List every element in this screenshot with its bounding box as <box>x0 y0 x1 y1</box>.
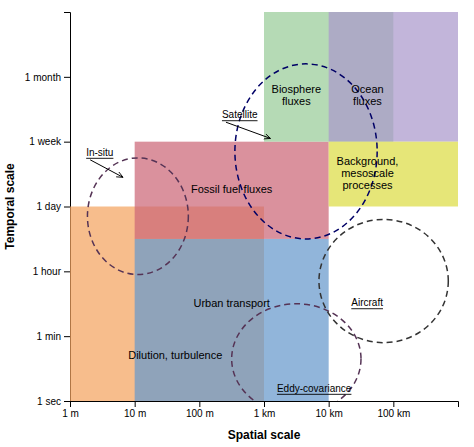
tick: 1 min <box>37 331 70 342</box>
method-ellipse <box>87 158 188 275</box>
x-axis: 1 m 10 m 100 m 1 km 10 km 100 km <box>62 401 458 419</box>
tick: 1 week <box>29 136 70 147</box>
label-arrow <box>226 122 271 138</box>
x-axis-title: Spatial scale <box>228 428 301 442</box>
tick-label: 1 sec <box>37 396 61 407</box>
method-label: Eddy-covariance <box>277 383 352 394</box>
method-label: Aircraft <box>351 297 383 308</box>
tick-mark <box>64 336 70 337</box>
tick-label: 1 m <box>62 408 79 419</box>
region <box>329 142 458 207</box>
tick-label: 1 km <box>254 408 276 419</box>
tick: 1 km <box>254 401 276 419</box>
y-axis: 1 sec 1 min 1 hour 1 day 1 week 1 month <box>25 13 71 407</box>
tick-label: 1 hour <box>33 266 62 277</box>
tick: 100 km <box>377 401 410 419</box>
tick-mark <box>393 401 394 407</box>
tick-mark <box>199 401 200 407</box>
tick-mark <box>64 77 70 78</box>
tick: 1 day <box>37 201 70 212</box>
tick-mark <box>64 142 70 143</box>
marks <box>70 12 458 401</box>
tick-label: 1 month <box>25 72 61 83</box>
tick: 10 m <box>124 401 146 419</box>
tick-mark <box>64 207 70 208</box>
tick-label: 1 day <box>37 201 61 212</box>
region-label-line: fluxes <box>282 95 311 107</box>
tick-label: 100 m <box>186 408 214 419</box>
method-ellipse <box>319 219 448 342</box>
tick: 1 m <box>62 401 79 419</box>
tick: 1 month <box>25 72 70 83</box>
tick-mark <box>329 401 330 407</box>
y-axis-title: Temporal scale <box>3 163 17 250</box>
tick: 1 sec <box>37 396 70 407</box>
region-label-line: mesoscale <box>341 167 394 179</box>
region-label: Background,mesoscaleprocesses <box>337 155 399 191</box>
region-label: Oceanfluxes <box>351 83 383 107</box>
region-label-line: Fossil fuel fluxes <box>191 183 273 195</box>
label-underline <box>222 120 258 121</box>
region-label-line: Ocean <box>351 83 383 95</box>
tick-label: 100 km <box>377 408 410 419</box>
tick-mark <box>264 401 265 407</box>
method-label: In-situ <box>86 147 113 158</box>
region-label-line: fluxes <box>353 95 382 107</box>
label-underline <box>277 394 351 395</box>
region <box>135 142 329 239</box>
method-label: Satellite <box>222 109 258 120</box>
region-label-line: Background, <box>337 155 399 167</box>
tick-label: 10 m <box>124 408 146 419</box>
region-label-line: Dilution, turbulence <box>128 349 222 361</box>
tick-label: 1 week <box>29 136 62 147</box>
tick: 100 m <box>186 401 214 419</box>
region-label: Dilution, turbulence <box>128 349 222 361</box>
plot: 1 m 10 m 100 m 1 km 10 km 100 km 1 sec 1 min 1 h… <box>3 12 459 442</box>
region-label: Fossil fuel fluxes <box>191 183 273 195</box>
region-label-line: Urban transport <box>193 297 269 309</box>
region-label: Urban transport <box>193 297 269 309</box>
labels: Dilution, turbulence Urban transport Fossi… <box>86 83 398 394</box>
region-label-line: processes <box>342 179 393 191</box>
region-label: Biospherefluxes <box>272 83 322 107</box>
tick-mark <box>64 401 70 402</box>
chart: 1 m 10 m 100 m 1 km 10 km 100 km 1 sec 1 min 1 h… <box>0 0 474 447</box>
tick: 1 hour <box>33 266 70 277</box>
tick-label: 10 km <box>316 408 343 419</box>
region <box>329 12 458 142</box>
method-ellipse <box>232 304 361 401</box>
region <box>135 239 329 401</box>
tick-mark <box>135 401 136 407</box>
tick: 10 km <box>316 401 343 419</box>
tick-mark <box>64 271 70 272</box>
label-underline <box>86 158 113 159</box>
axis-line <box>64 13 71 402</box>
label-underline <box>351 308 383 309</box>
axis-line <box>71 402 459 408</box>
tick-label: 1 min <box>37 331 61 342</box>
label-arrow <box>90 160 123 178</box>
region-label-line: Biosphere <box>272 83 322 95</box>
